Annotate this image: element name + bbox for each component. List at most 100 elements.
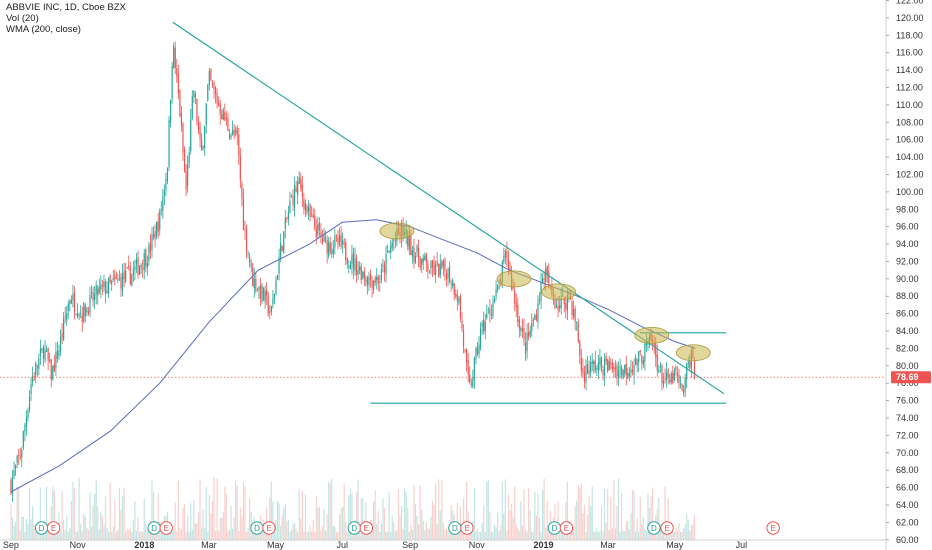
candle-body	[89, 294, 91, 313]
volume-bar	[574, 506, 576, 540]
candle-body	[256, 290, 258, 292]
candle-body	[421, 258, 423, 266]
volume-bar	[541, 489, 544, 540]
volume-bar	[397, 489, 400, 540]
highlight-markers[interactable]	[379, 222, 711, 362]
candle-body	[218, 103, 220, 106]
candle-body	[417, 247, 420, 260]
volume-bar	[89, 493, 91, 540]
highlight-ellipse[interactable]	[634, 326, 670, 344]
volume-bar	[94, 494, 96, 540]
volume-bar	[306, 531, 308, 540]
candle-body	[670, 373, 672, 383]
earnings-badge[interactable]: E	[559, 521, 574, 535]
candle-body	[467, 360, 469, 375]
volume-bar	[18, 487, 20, 540]
volume-bar	[400, 506, 403, 540]
dividend-badge[interactable]: D	[147, 521, 161, 535]
volume-bar	[625, 521, 627, 540]
candle-body	[109, 275, 111, 282]
candle-body	[45, 350, 48, 352]
earnings-badge[interactable]: E	[359, 521, 374, 535]
highlight-ellipse[interactable]	[541, 283, 577, 301]
candle-body	[579, 341, 581, 356]
price-tick-label: 94.00	[896, 239, 919, 249]
volume-bar	[664, 486, 666, 540]
highlight-ellipse[interactable]	[496, 270, 532, 288]
trendlines[interactable]	[0, 21, 886, 404]
volume-bar	[312, 519, 314, 540]
volume-bar	[218, 530, 220, 540]
candle-body	[512, 287, 514, 289]
candle-body	[211, 83, 214, 85]
candle-body	[168, 120, 170, 168]
earnings-badge[interactable]: E	[766, 521, 780, 535]
volume-bar	[416, 515, 418, 540]
highlight-ellipse[interactable]	[675, 344, 711, 362]
candle-body	[669, 379, 671, 382]
candle-body	[304, 203, 307, 211]
candle-body	[630, 369, 632, 374]
volume-bar	[371, 523, 373, 540]
candle-body	[580, 357, 582, 372]
volume-bar	[10, 504, 12, 540]
candle-body	[590, 362, 592, 374]
volume-bar	[315, 496, 317, 540]
volume-bar	[599, 531, 601, 540]
volume-bar	[524, 530, 527, 540]
earnings-badge[interactable]: E	[660, 521, 674, 535]
candle-body	[531, 322, 533, 332]
earnings-badge[interactable]: E	[159, 521, 173, 535]
volume-bar	[131, 531, 133, 540]
candle-body	[493, 298, 496, 303]
candle-body	[249, 256, 251, 264]
candle-body	[472, 377, 474, 388]
price-axis[interactable]: 60.00 62.00 64.00 66.00 68.00 70.00 72.00 74.00…	[885, 0, 931, 550]
dividend-badge[interactable]: D	[448, 521, 462, 535]
candle-body	[582, 367, 584, 373]
volume-bar	[665, 531, 668, 540]
candle-body	[676, 372, 679, 377]
dividend-badge[interactable]: D	[34, 521, 49, 535]
trendline-descending[interactable]	[172, 21, 725, 395]
dividend-badge[interactable]: D	[250, 521, 264, 535]
candle-body	[486, 313, 488, 319]
candle-body	[559, 305, 561, 309]
last-price-tag[interactable]	[891, 371, 931, 384]
volume-bar	[301, 490, 303, 540]
volume-bar	[123, 487, 125, 540]
candle-body	[284, 218, 286, 229]
volume-bar	[597, 531, 599, 540]
earnings-badge[interactable]: E	[46, 521, 61, 535]
candle-body	[447, 268, 449, 278]
volume-bar	[690, 525, 692, 540]
candle-body	[72, 294, 74, 301]
candle-body	[658, 369, 660, 372]
candle-body	[351, 254, 353, 265]
candle-body	[659, 366, 661, 368]
dividend-badge[interactable]: D	[647, 521, 661, 535]
candle-body	[373, 281, 375, 290]
dividend-badge[interactable]: D	[547, 521, 562, 535]
dividend-badge[interactable]: D	[347, 521, 362, 535]
time-axis[interactable]: Sep Nov 2018 Mar May Jul Sep Nov 2019 Mar May Jul	[0, 539, 886, 550]
volume-bar	[38, 531, 40, 540]
candle-body	[369, 274, 372, 281]
volume-bar	[658, 497, 660, 540]
volume-bar	[197, 512, 200, 540]
highlight-ellipse[interactable]	[379, 222, 415, 240]
earnings-badge[interactable]: E	[262, 521, 276, 535]
candle-body	[50, 359, 52, 380]
price-tick-label: 102.00	[896, 169, 924, 179]
candle-body	[118, 278, 121, 280]
volume-bar	[639, 496, 641, 540]
volume-bar	[275, 520, 277, 540]
volume-bar	[221, 517, 223, 540]
candle-body	[393, 239, 395, 242]
earnings-badge[interactable]: E	[460, 521, 474, 535]
candle-body	[616, 365, 618, 377]
candle-body	[667, 369, 669, 378]
